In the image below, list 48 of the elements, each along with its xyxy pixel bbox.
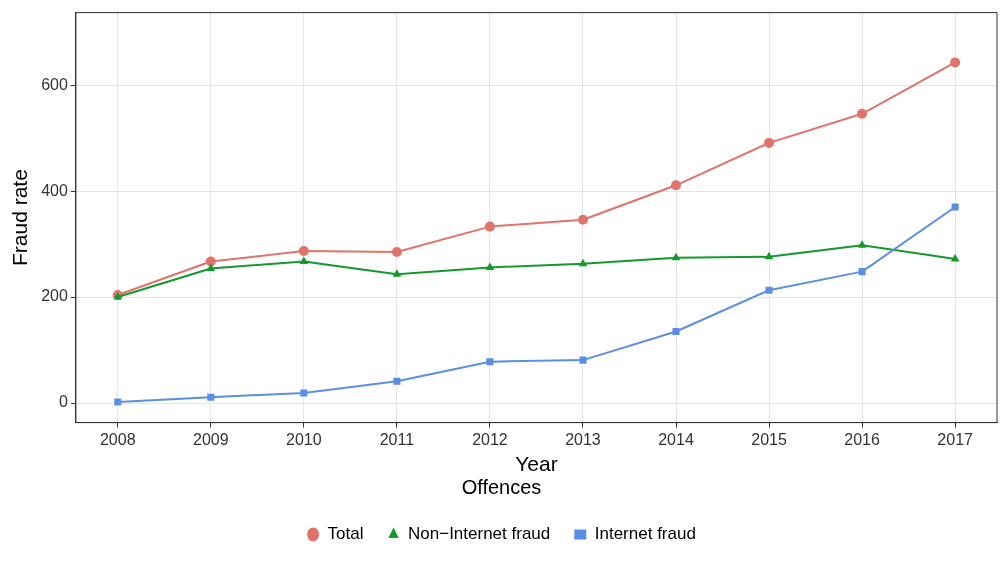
y-tick-label: 0 [58, 393, 68, 411]
point [579, 356, 587, 364]
point [392, 269, 402, 277]
point [672, 327, 680, 336]
point [486, 358, 494, 366]
point [205, 256, 216, 267]
point [857, 108, 868, 119]
point [764, 251, 774, 260]
point [950, 57, 961, 68]
x-tick-label: 2008 [99, 430, 136, 448]
y-tick-label: 400 [41, 181, 68, 199]
x-tick-label: 2012 [472, 430, 508, 448]
point [300, 389, 308, 397]
legend-label: Non−Internet fraud [408, 524, 551, 544]
point [577, 214, 588, 225]
y-tick-label: 600 [41, 75, 68, 93]
point [485, 262, 495, 270]
point [299, 256, 309, 265]
point [391, 247, 402, 258]
x-tick-label: 2016 [844, 430, 880, 448]
point [298, 245, 309, 256]
point [950, 253, 960, 262]
point [393, 377, 401, 385]
point [857, 240, 867, 248]
point [578, 258, 588, 267]
y-axis-title: Fraud rate [8, 169, 32, 267]
x-tick-label: 2017 [937, 430, 974, 448]
legend-label: Internet fraud [594, 524, 696, 544]
x-tick-label: 2014 [658, 430, 694, 448]
x-tick-label: 2010 [286, 430, 322, 448]
x-tick-label: 2011 [379, 430, 415, 448]
x-axis-title: Year [515, 452, 558, 476]
point [951, 203, 959, 211]
point [484, 221, 495, 232]
legend-title: Offences [461, 475, 542, 498]
legend-label: Total [327, 524, 364, 544]
point [858, 268, 866, 276]
x-tick-label: 2015 [751, 430, 787, 448]
point [671, 180, 682, 191]
point [671, 252, 681, 261]
x-tick-label: 2009 [193, 430, 229, 448]
x-tick-label: 2013 [565, 430, 601, 448]
point [206, 263, 216, 271]
point [764, 137, 775, 148]
y-tick-label: 200 [41, 287, 68, 305]
point [765, 286, 773, 294]
point [207, 393, 215, 401]
point [114, 398, 122, 406]
